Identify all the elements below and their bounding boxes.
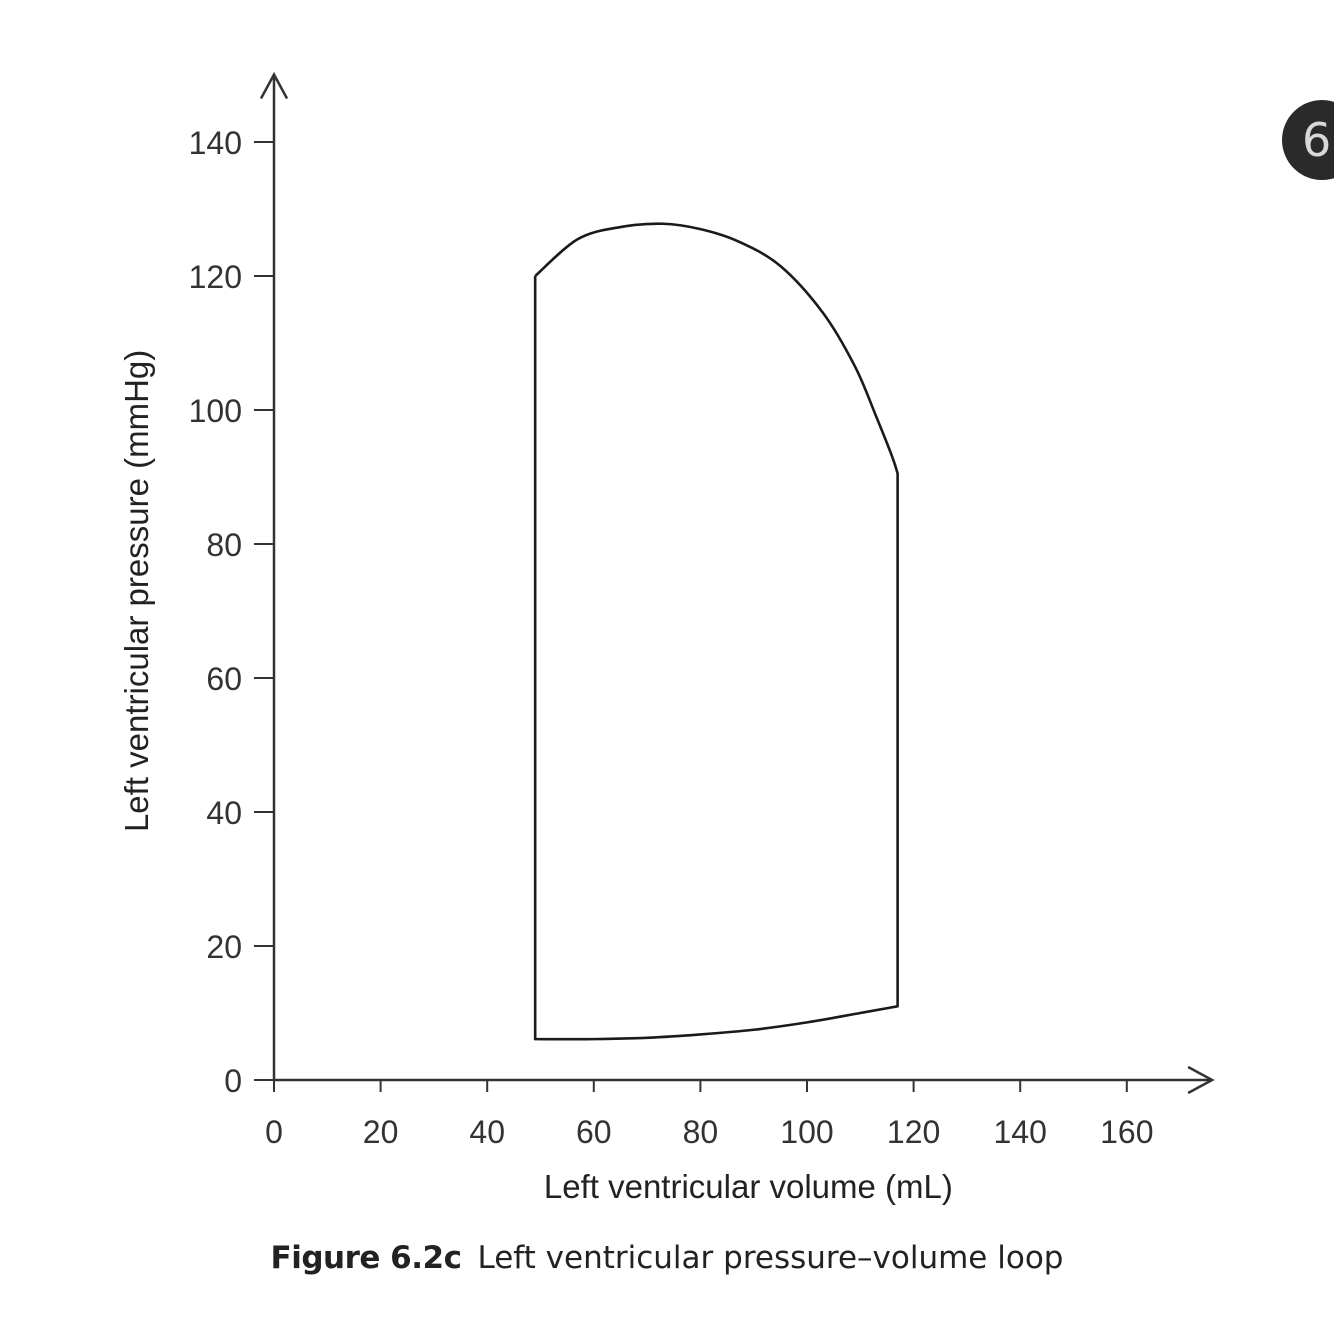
x-tick-label: 160 bbox=[1100, 1114, 1153, 1150]
x-tick-label: 40 bbox=[469, 1114, 505, 1150]
x-tick-label: 120 bbox=[887, 1114, 940, 1150]
figure-caption: Figure 6.2c Left ventricular pressure–vol… bbox=[0, 1240, 1334, 1276]
y-tick-label: 0 bbox=[224, 1063, 242, 1099]
x-tick-label: 20 bbox=[363, 1114, 399, 1150]
x-axis-arrowhead bbox=[1187, 1065, 1215, 1095]
y-tick-label: 140 bbox=[189, 125, 242, 161]
x-tick-label: 0 bbox=[265, 1114, 283, 1150]
y-tick-label: 100 bbox=[189, 393, 242, 429]
pressure-volume-chart: 0 20 40 60 80 100 120 140 160 0 20 40 60 80 100 120 140… bbox=[118, 71, 1215, 1205]
y-axis-arrowhead bbox=[259, 71, 289, 100]
x-axis-title: Left ventricular volume (mL) bbox=[544, 1168, 953, 1205]
y-tick-label: 40 bbox=[206, 795, 242, 831]
pv-loop-line bbox=[533, 222, 899, 1041]
y-tick-label: 120 bbox=[189, 259, 242, 295]
x-tick-label: 100 bbox=[780, 1114, 833, 1150]
y-ticks: 0 20 40 60 80 100 120 140 bbox=[189, 125, 274, 1099]
y-axis-title: Left ventricular pressure (mmHg) bbox=[118, 350, 155, 832]
x-tick-label: 140 bbox=[994, 1114, 1047, 1150]
figure-caption-text: Left ventricular pressure–volume loop bbox=[477, 1240, 1064, 1276]
figure-label: Figure 6.2c bbox=[270, 1240, 462, 1276]
x-ticks: 0 20 40 60 80 100 120 140 160 bbox=[265, 1080, 1153, 1150]
axes bbox=[259, 71, 1215, 1095]
x-tick-label: 80 bbox=[683, 1114, 719, 1150]
x-tick-label: 60 bbox=[576, 1114, 612, 1150]
y-tick-label: 60 bbox=[206, 661, 242, 697]
y-tick-label: 20 bbox=[206, 929, 242, 965]
y-tick-label: 80 bbox=[206, 527, 242, 563]
series-layer bbox=[533, 222, 899, 1041]
